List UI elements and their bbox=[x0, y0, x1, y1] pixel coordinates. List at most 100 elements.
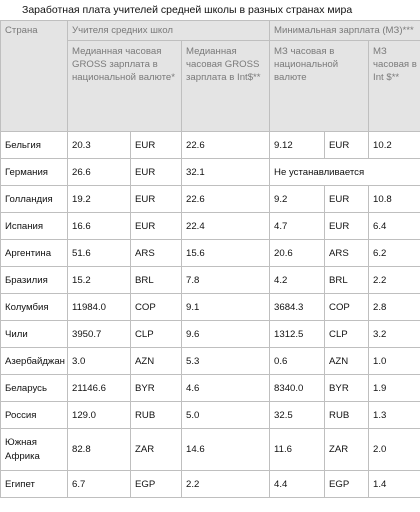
cell-teacher-currency: ARS bbox=[130, 239, 182, 267]
cell-teacher-int-salary: 14.6 bbox=[180, 428, 271, 471]
cell-min-wage-local: 9.12 bbox=[269, 131, 326, 159]
cell-teacher-int-salary: 32.1 bbox=[180, 158, 271, 186]
cell-teacher-currency: BRL bbox=[130, 266, 182, 294]
cell-teacher-int-salary: 5.3 bbox=[180, 347, 271, 375]
cell-teacher-int-salary: 22.6 bbox=[180, 131, 271, 159]
cell-country: Чили bbox=[0, 320, 68, 348]
cell-min-wage-note: Не устанавливается bbox=[269, 158, 420, 186]
cell-min-wage-int: 6.4 bbox=[368, 212, 420, 240]
cell-min-wage-int: 1.9 bbox=[368, 374, 420, 402]
header-teachers-int: Медианная часовая GROSS зарплата в Int$*… bbox=[180, 40, 271, 132]
cell-min-wage-currency: ZAR bbox=[324, 428, 370, 471]
header-teachers-group: Учителя средних школ bbox=[66, 20, 271, 41]
cell-min-wage-currency: BRL bbox=[324, 266, 370, 294]
cell-min-wage-int: 2.2 bbox=[368, 266, 420, 294]
cell-country: Испания bbox=[0, 212, 68, 240]
table-row: Египет 6.7 EGP 2.2 4.4 EGP 1.4 bbox=[0, 470, 420, 498]
cell-teacher-currency: EUR bbox=[130, 158, 182, 186]
cell-teacher-local-salary: 15.2 bbox=[67, 266, 131, 294]
cell-teacher-currency: ZAR bbox=[130, 428, 182, 471]
cell-min-wage-int: 6.2 bbox=[368, 239, 420, 267]
header-teachers-local: Медианная часовая GROSS зарплата в нацио… bbox=[67, 40, 182, 132]
header-min-wage-group: Минимальная зарплата (МЗ)*** bbox=[269, 20, 420, 41]
table-row: Колумбия 11984.0 COP 9.1 3684.3 COP 2.8 bbox=[0, 293, 420, 321]
cell-min-wage-currency: ARS bbox=[324, 239, 370, 267]
cell-teacher-local-salary: 20.3 bbox=[67, 131, 131, 159]
table-row: Бельгия 20.3 EUR 22.6 9.12 EUR 10.2 bbox=[0, 131, 420, 159]
table-title: Заработная плата учителей средней школы … bbox=[22, 4, 353, 16]
cell-country: Азербайджан bbox=[0, 347, 68, 375]
cell-min-wage-int: 2.0 bbox=[368, 428, 420, 471]
table-row: Аргентина 51.6 ARS 15.6 20.6 ARS 6.2 bbox=[0, 239, 420, 267]
cell-teacher-int-salary: 2.2 bbox=[180, 470, 271, 498]
cell-teacher-local-salary: 82.8 bbox=[67, 428, 131, 471]
cell-min-wage-currency: EUR bbox=[324, 131, 370, 159]
cell-min-wage-currency: AZN bbox=[324, 347, 370, 375]
table-row: Испания 16.6 EUR 22.4 4.7 EUR 6.4 bbox=[0, 212, 420, 240]
cell-teacher-local-salary: 3950.7 bbox=[67, 320, 131, 348]
cell-min-wage-currency: EUR bbox=[324, 212, 370, 240]
table-body: Бельгия 20.3 EUR 22.6 9.12 EUR 10.2 Германия 26.… bbox=[0, 131, 420, 498]
cell-min-wage-currency: EUR bbox=[324, 185, 370, 213]
cell-min-wage-int: 10.2 bbox=[368, 131, 420, 159]
cell-min-wage-local: 1312.5 bbox=[269, 320, 326, 348]
cell-min-wage-int: 10.8 bbox=[368, 185, 420, 213]
cell-teacher-local-salary: 6.7 bbox=[67, 470, 131, 498]
table-row: Чили 3950.7 CLP 9.6 1312.5 CLP 3.2 bbox=[0, 320, 420, 348]
cell-teacher-local-salary: 26.6 bbox=[67, 158, 131, 186]
cell-min-wage-currency: COP bbox=[324, 293, 370, 321]
header-country: Страна bbox=[0, 20, 68, 132]
cell-country: Колумбия bbox=[0, 293, 68, 321]
table-row: Бразилия 15.2 BRL 7.8 4.2 BRL 2.2 bbox=[0, 266, 420, 294]
cell-teacher-local-salary: 51.6 bbox=[67, 239, 131, 267]
cell-min-wage-local: 3684.3 bbox=[269, 293, 326, 321]
table-row: Россия 129.0 RUB 5.0 32.5 RUB 1.3 bbox=[0, 401, 420, 429]
cell-teacher-int-salary: 15.6 bbox=[180, 239, 271, 267]
cell-min-wage-int: 2.8 bbox=[368, 293, 420, 321]
cell-teacher-currency: CLP bbox=[130, 320, 182, 348]
cell-teacher-currency: RUB bbox=[130, 401, 182, 429]
cell-min-wage-local: 9.2 bbox=[269, 185, 326, 213]
table-header: Страна Учителя средних школ Минимальная … bbox=[0, 20, 420, 132]
cell-teacher-int-salary: 22.6 bbox=[180, 185, 271, 213]
cell-country: Южная Африка bbox=[0, 428, 68, 471]
cell-teacher-int-salary: 9.6 bbox=[180, 320, 271, 348]
cell-min-wage-local: 8340.0 bbox=[269, 374, 326, 402]
cell-min-wage-currency: RUB bbox=[324, 401, 370, 429]
cell-teacher-local-salary: 16.6 bbox=[67, 212, 131, 240]
cell-teacher-local-salary: 19.2 bbox=[67, 185, 131, 213]
cell-country: Бразилия bbox=[0, 266, 68, 294]
cell-teacher-local-salary: 21146.6 bbox=[67, 374, 131, 402]
cell-country: Беларусь bbox=[0, 374, 68, 402]
cell-teacher-currency: EUR bbox=[130, 212, 182, 240]
header-min-int: МЗ часовая в Int $** bbox=[368, 40, 420, 132]
cell-min-wage-int: 1.0 bbox=[368, 347, 420, 375]
cell-teacher-int-salary: 5.0 bbox=[180, 401, 271, 429]
table-row: Южная Африка 82.8 ZAR 14.6 11.6 ZAR 2.0 bbox=[0, 428, 420, 471]
cell-min-wage-local: 4.4 bbox=[269, 470, 326, 498]
cell-teacher-int-salary: 9.1 bbox=[180, 293, 271, 321]
table-row: Беларусь 21146.6 BYR 4.6 8340.0 BYR 1.9 bbox=[0, 374, 420, 402]
table-row: Германия 26.6 EUR 32.1 Не устанавливается bbox=[0, 158, 420, 186]
cell-teacher-currency: EGP bbox=[130, 470, 182, 498]
cell-min-wage-currency: BYR bbox=[324, 374, 370, 402]
cell-teacher-currency: BYR bbox=[130, 374, 182, 402]
cell-min-wage-local: 20.6 bbox=[269, 239, 326, 267]
cell-country: Россия bbox=[0, 401, 68, 429]
cell-teacher-int-salary: 4.6 bbox=[180, 374, 271, 402]
cell-min-wage-local: 4.7 bbox=[269, 212, 326, 240]
cell-country: Голландия bbox=[0, 185, 68, 213]
cell-min-wage-local: 32.5 bbox=[269, 401, 326, 429]
cell-min-wage-local: 0.6 bbox=[269, 347, 326, 375]
cell-teacher-currency: EUR bbox=[130, 131, 182, 159]
cell-teacher-local-salary: 3.0 bbox=[67, 347, 131, 375]
cell-teacher-currency: AZN bbox=[130, 347, 182, 375]
cell-min-wage-local: 11.6 bbox=[269, 428, 326, 471]
cell-teacher-currency: COP bbox=[130, 293, 182, 321]
cell-teacher-local-salary: 11984.0 bbox=[67, 293, 131, 321]
cell-teacher-currency: EUR bbox=[130, 185, 182, 213]
cell-country: Египет bbox=[0, 470, 68, 498]
cell-teacher-int-salary: 7.8 bbox=[180, 266, 271, 294]
cell-country: Аргентина bbox=[0, 239, 68, 267]
cell-min-wage-int: 1.3 bbox=[368, 401, 420, 429]
